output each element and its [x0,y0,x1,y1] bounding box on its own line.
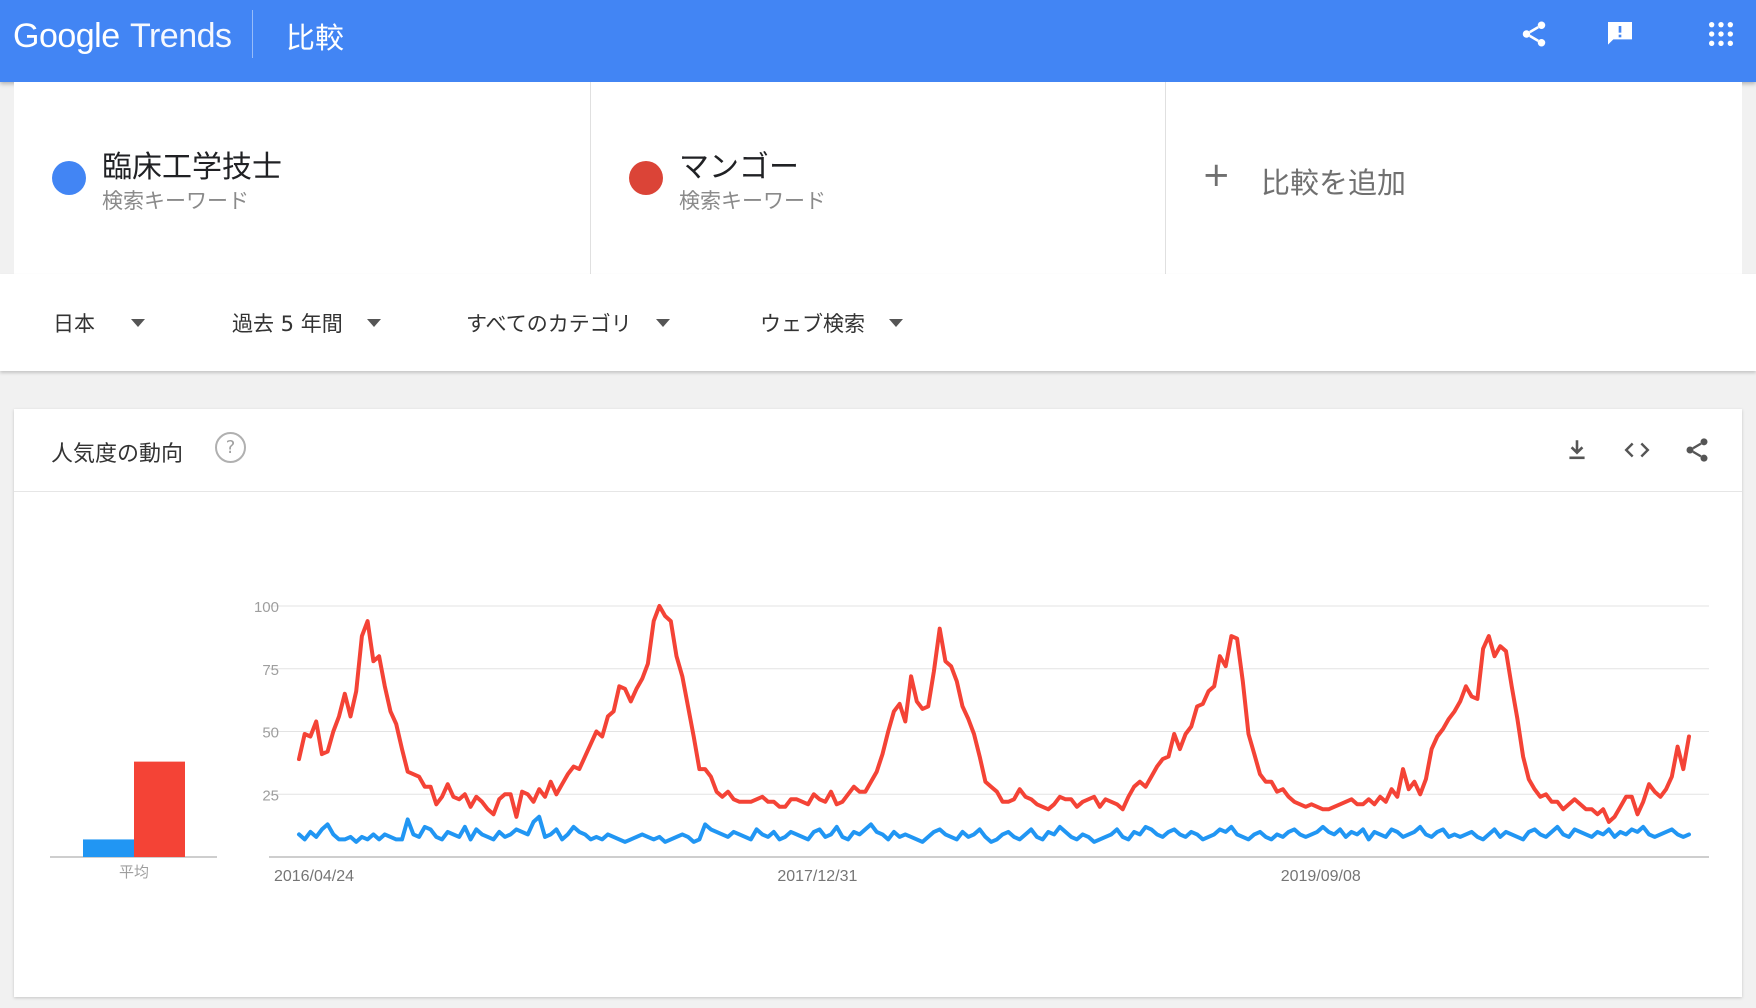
search-property-filter[interactable]: ウェブ検索 [760,308,903,338]
chevron-down-icon [889,319,903,327]
interest-over-time-card: 人気度の動向 ? 25 50 75 100 2016/04/24 2017/12/31 20… [14,409,1742,997]
interest-over-time-chart: 25 50 75 100 2016/04/24 2017/12/31 2019/09/08 平… [50,599,1709,885]
share-icon[interactable] [1680,433,1714,467]
share-icon[interactable] [1514,14,1554,54]
term-2-label: マンゴー [679,150,799,185]
plus-icon: + [1202,155,1231,195]
page-title: 比較 [286,21,345,55]
header-divider [252,10,253,58]
add-comparison-button[interactable]: + 比較を追加 [1166,82,1742,274]
term-1-type: 検索キーワード [102,189,249,213]
logo-google-text: Google [13,17,120,55]
feedback-icon[interactable] [1600,14,1640,54]
region-filter[interactable]: 日本 [53,308,145,338]
time-range-filter[interactable]: 過去 5 年間 [232,308,381,338]
x-tick-label: 2017/12/31 [777,868,857,885]
series-line-mango [297,604,1691,824]
compare-term-2[interactable]: マンゴー 検索キーワード [591,82,1166,274]
time-range-value: 過去 5 年間 [232,312,343,336]
compare-term-1[interactable]: 臨床工学技士 検索キーワード [14,82,591,274]
term-1-label: 臨床工学技士 [102,150,282,185]
category-value: すべてのカテゴリ [466,312,632,336]
card-title: 人気度の動向 [51,442,184,467]
app-header: Google Trends 比較 [0,0,1756,82]
x-tick-label: 2019/09/08 [1281,868,1361,885]
x-tick-label: 2016/04/24 [274,868,354,885]
add-comparison-label: 比較を追加 [1261,166,1407,200]
y-tick-label: 100 [254,599,279,616]
search-property-value: ウェブ検索 [760,312,865,336]
term-1-color-dot [52,161,86,195]
average-label: 平均 [119,863,149,881]
download-icon[interactable] [1560,433,1594,467]
series-line-clinical-engineer [297,814,1691,844]
help-icon[interactable]: ? [215,432,246,463]
filter-bar: 日本 過去 5 年間 すべてのカテゴリ ウェブ検索 [0,274,1756,371]
compare-terms-row: 臨床工学技士 検索キーワード マンゴー 検索キーワード + 比較を追加 [14,82,1742,275]
term-2-color-dot [629,161,663,195]
region-filter-value: 日本 [53,312,95,336]
chevron-down-icon [655,319,670,327]
y-tick-label: 50 [262,725,279,742]
y-tick-label: 75 [262,662,279,679]
logo-trends-text: Trends [129,17,232,55]
embed-code-icon[interactable] [1620,433,1654,467]
apps-icon[interactable] [1701,14,1741,54]
average-bar-clinical-engineer [83,839,134,857]
card-header: 人気度の動向 ? [14,409,1742,492]
y-tick-label: 25 [262,787,279,804]
term-2-type: 検索キーワード [679,189,826,213]
chevron-down-icon [366,319,381,327]
google-trends-logo[interactable]: Google Trends [13,16,232,56]
category-filter[interactable]: すべてのカテゴリ [466,308,670,338]
average-bar-mango [134,761,185,857]
chevron-down-icon [131,319,145,327]
